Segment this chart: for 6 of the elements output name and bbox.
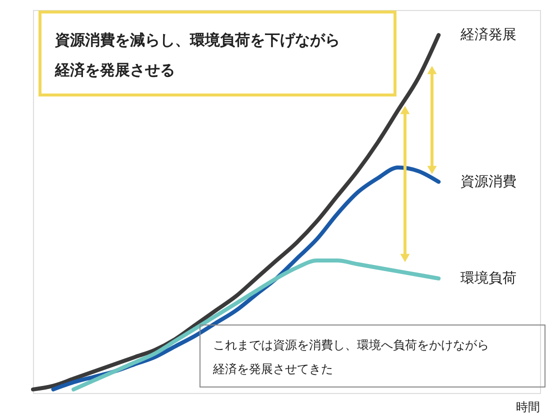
annotation: 資源消費を減らし、環境負荷を下げながら経済を発展させる [54, 31, 340, 79]
x-axis-title: 時間 [516, 400, 540, 414]
series-label: 環境負荷 [460, 270, 517, 286]
annotation: これまでは資源を消費し、環境へ負荷をかけながら経済を発展させてきた [212, 338, 489, 376]
series-label: 資源消費 [460, 174, 517, 190]
series-label: 経済発展 [460, 27, 517, 44]
